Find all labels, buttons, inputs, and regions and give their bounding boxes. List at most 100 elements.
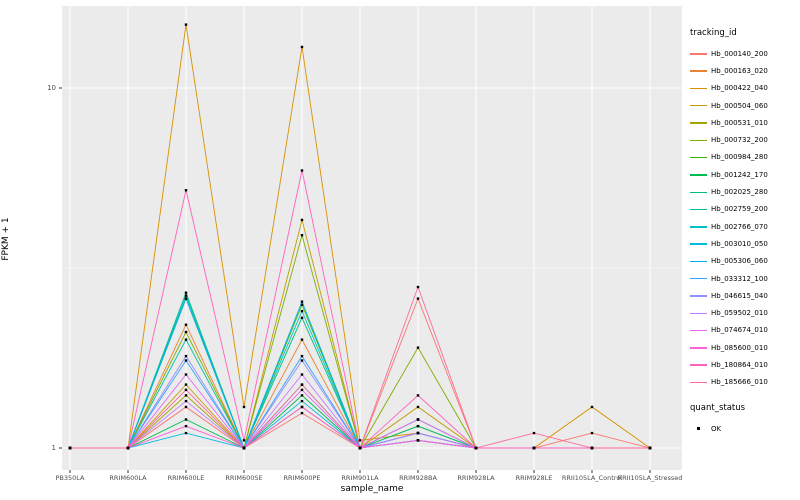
- legend-item: Hb_005306_060: [690, 253, 798, 270]
- legend-line-swatch: [690, 329, 707, 332]
- legend-item: Hb_185666_010: [690, 374, 798, 391]
- legend-item: Hb_000422_040: [690, 80, 798, 97]
- legend-key: [690, 45, 707, 62]
- legend-item-label: Hb_000140_200: [711, 49, 768, 58]
- legend-item: Hb_085600_010: [690, 339, 798, 356]
- x-tick-label: RRIM928LA: [457, 474, 495, 482]
- legend-item: Hb_000984_280: [690, 149, 798, 166]
- legend-key: [690, 114, 707, 131]
- legend-item-label: Hb_033312_100: [711, 274, 768, 283]
- legend-item-label: Hb_002025_280: [711, 188, 768, 197]
- legend-item-label: Hb_046615_040: [711, 291, 768, 300]
- legend-line-swatch: [690, 174, 707, 176]
- legend-item: Hb_000140_200: [690, 45, 798, 62]
- legend-key: [690, 374, 707, 391]
- legend-item: Hb_074674_010: [690, 322, 798, 339]
- y-tick-label: 1: [51, 444, 56, 452]
- legend-item: Hb_001242_170: [690, 166, 798, 183]
- legend-line-swatch: [690, 208, 707, 211]
- legend-item: Hb_046615_040: [690, 287, 798, 304]
- x-tick-label: RRIM600LE: [167, 474, 205, 482]
- legend-item-label: OK: [711, 424, 722, 433]
- legend-line-swatch: [690, 226, 707, 228]
- legend-item-label: Hb_185666_010: [711, 378, 768, 387]
- legend-point-swatch: [697, 427, 701, 431]
- legend-item-label: Hb_000422_040: [711, 84, 768, 93]
- legend-item: Hb_002025_280: [690, 183, 798, 200]
- legend-item-label: Hb_000504_060: [711, 101, 768, 110]
- legend-color-items: Hb_000140_200 Hb_000163_020 Hb_000422_040 H…: [690, 45, 798, 391]
- x-tick-label: RRIM901LA: [341, 474, 379, 482]
- legend-title-tracking-id: tracking_id: [690, 28, 737, 38]
- legend-key: [690, 253, 707, 270]
- legend-item: Hb_033312_100: [690, 270, 798, 287]
- legend-item-label: Hb_059502_010: [711, 309, 768, 318]
- legend-key: [690, 420, 707, 437]
- x-tick-label: RRIM928BA: [399, 474, 437, 482]
- legend-item-label: Hb_000531_010: [711, 118, 768, 127]
- legend-line-swatch: [690, 260, 707, 263]
- legend-item-label: Hb_002766_070: [711, 222, 768, 231]
- legend-key: [690, 287, 707, 304]
- legend-line-swatch: [690, 53, 707, 55]
- legend-line-swatch: [690, 87, 707, 90]
- legend-key: [690, 235, 707, 252]
- legend-key: [690, 184, 707, 201]
- legend-item-label: Hb_074674_010: [711, 326, 768, 335]
- x-tick-label: RRIM600PE: [283, 474, 321, 482]
- legend-line-swatch: [690, 381, 707, 384]
- legend-item: Hb_002766_070: [690, 218, 798, 235]
- legend-line-swatch: [690, 139, 707, 142]
- legend-item: Hb_059502_010: [690, 304, 798, 321]
- legend-item: OK: [690, 420, 798, 437]
- x-tick-label: RRII105LA_Stressed: [617, 474, 683, 482]
- legend-item: Hb_002759_200: [690, 201, 798, 218]
- legend-key: [690, 149, 707, 166]
- legend-item-label: Hb_005306_060: [711, 257, 768, 266]
- legend-key: [690, 62, 707, 79]
- x-tick-label: RRIM600LA: [109, 474, 147, 482]
- legend-key: [690, 166, 707, 183]
- legend-line-swatch: [690, 243, 707, 245]
- legend-item-label: Hb_000732_200: [711, 136, 768, 145]
- legend-item: Hb_000732_200: [690, 131, 798, 148]
- legend-line-swatch: [690, 347, 707, 349]
- legend-line-swatch: [690, 70, 707, 72]
- legend-item-label: Hb_001242_170: [711, 170, 768, 179]
- legend-item: Hb_003010_050: [690, 235, 798, 252]
- legend-line-swatch: [690, 105, 707, 107]
- legend-key: [690, 97, 707, 114]
- x-tick-label: RRII105LA_Control: [561, 474, 623, 482]
- legend-item: Hb_000531_010: [690, 114, 798, 131]
- legend-item-label: Hb_002759_200: [711, 205, 768, 214]
- legend-key: [690, 201, 707, 218]
- x-tick-label: PB350LA: [55, 474, 85, 482]
- legend-key: [690, 270, 707, 287]
- legend-key: [690, 305, 707, 322]
- legend-key: [690, 339, 707, 356]
- legend-line-swatch: [690, 364, 707, 366]
- x-tick-label: RRIM600SE: [225, 474, 263, 482]
- legend-item-label: Hb_000163_020: [711, 66, 768, 75]
- legend-key: [690, 322, 707, 339]
- legend-item-label: Hb_003010_050: [711, 239, 768, 248]
- legend-item-label: Hb_000984_280: [711, 153, 768, 162]
- y-tick-label: 10: [47, 84, 56, 92]
- legend-line-swatch: [690, 156, 707, 159]
- x-axis-title: sample_name: [340, 484, 404, 494]
- legend-title-quant-status: quant_status: [690, 402, 746, 413]
- legend-item: Hb_000504_060: [690, 97, 798, 114]
- legend-line-swatch: [690, 278, 707, 280]
- legend-line-swatch: [690, 191, 707, 193]
- legend-key: [690, 356, 707, 373]
- legend: tracking_id Hb_000140_200 Hb_000163_020 Hb…: [690, 28, 798, 437]
- legend-item-label: Hb_085600_010: [711, 343, 768, 352]
- legend-line-swatch: [690, 122, 707, 124]
- legend-key: [690, 132, 707, 149]
- legend-item: Hb_000163_020: [690, 62, 798, 79]
- legend-item: Hb_180864_010: [690, 356, 798, 373]
- legend-shape-items: OK: [690, 420, 798, 437]
- legend-key: [690, 80, 707, 97]
